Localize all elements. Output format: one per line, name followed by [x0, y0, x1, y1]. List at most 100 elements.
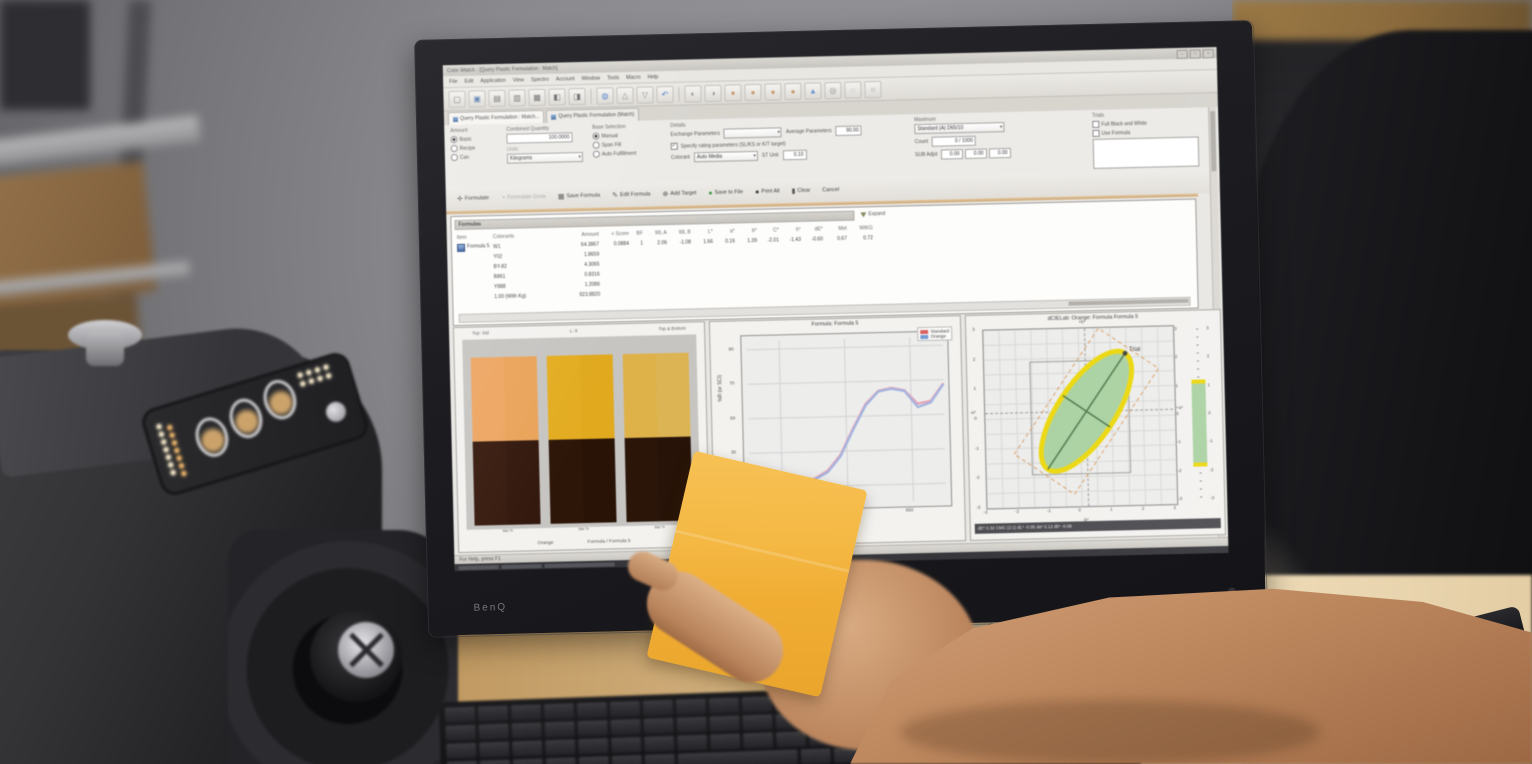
- keyboard-key[interactable]: [708, 697, 740, 714]
- amount-radio-basic[interactable]: Basic: [450, 135, 502, 144]
- new-doc-icon[interactable]: ▢: [448, 90, 466, 108]
- undo-icon[interactable]: ↶: [656, 85, 674, 103]
- user4-icon[interactable]: ●: [784, 82, 802, 100]
- keyboard-key[interactable]: [444, 706, 476, 724]
- keyboard-key[interactable]: [512, 740, 543, 757]
- keyboard-key[interactable]: [677, 749, 799, 764]
- close-button[interactable]: ×: [1202, 49, 1214, 59]
- keyboard-key[interactable]: [578, 738, 609, 755]
- keyboard-key[interactable]: [741, 696, 773, 713]
- menu-help[interactable]: Help: [647, 73, 659, 80]
- menu-tools[interactable]: Tools: [606, 74, 620, 81]
- keyboard-key[interactable]: [478, 723, 509, 740]
- keyboard-key[interactable]: [643, 736, 675, 753]
- keyboard-key[interactable]: [511, 722, 542, 739]
- action-cancel[interactable]: Cancel: [822, 186, 840, 194]
- keyboard-key[interactable]: [477, 705, 509, 722]
- keyboard-key[interactable]: [446, 742, 477, 759]
- user2-icon[interactable]: ●: [744, 83, 762, 101]
- menu-file[interactable]: File: [449, 78, 458, 85]
- keyboard-key[interactable]: [676, 734, 708, 751]
- action-clear[interactable]: ▮ Clear: [791, 187, 811, 196]
- action-save-to-file[interactable]: ● Save to File: [708, 189, 744, 197]
- minimize-button[interactable]: –: [1176, 49, 1188, 59]
- keyboard-key[interactable]: [510, 704, 542, 721]
- save-icon[interactable]: ▤: [488, 89, 506, 107]
- keyboard-key[interactable]: [576, 702, 608, 719]
- keyboard-key[interactable]: [544, 721, 575, 738]
- taskbar-item[interactable]: [544, 561, 615, 568]
- scrollbar-thumb[interactable]: [1068, 298, 1189, 306]
- chart-icon[interactable]: ▽: [636, 85, 654, 104]
- keyboard-key[interactable]: [445, 724, 476, 742]
- keyboard-key[interactable]: [643, 718, 674, 735]
- menu-application[interactable]: Application: [480, 77, 506, 84]
- results-filter[interactable]: Expand: [860, 211, 885, 218]
- ring-icon[interactable]: ◎: [824, 81, 842, 99]
- std-icon[interactable]: ▲: [804, 81, 822, 100]
- keyboard-key[interactable]: [543, 703, 575, 720]
- maximize-button[interactable]: □: [1189, 49, 1201, 59]
- dot-icon[interactable]: ◌: [844, 80, 862, 99]
- open-icon[interactable]: ▣: [468, 89, 486, 108]
- sub-adjust-field[interactable]: 0.00: [988, 147, 1011, 159]
- count-field[interactable]: 0 / 1000: [931, 135, 977, 147]
- action-formulate[interactable]: ✛ Formulate: [456, 195, 490, 203]
- taskbar-item[interactable]: [458, 564, 499, 570]
- sub-adjust-field[interactable]: 0.00: [964, 148, 987, 160]
- menu-macro[interactable]: Macro: [626, 74, 641, 81]
- keyboard-key[interactable]: [545, 739, 576, 756]
- keyboard-key[interactable]: [577, 720, 608, 737]
- keyboard-key[interactable]: [611, 737, 642, 754]
- standard-dropdown[interactable]: Standard (A) D65/10: [914, 122, 1005, 135]
- sub-adjust-field[interactable]: 0.00: [940, 149, 963, 160]
- trials-check-use-formula[interactable]: Use Formula: [1092, 127, 1204, 137]
- keyboard-key[interactable]: [578, 756, 610, 764]
- keyboard-key[interactable]: [775, 731, 807, 748]
- keyboard-key[interactable]: [512, 758, 544, 764]
- user1-icon[interactable]: ●: [724, 83, 742, 102]
- keyboard-key[interactable]: [709, 733, 741, 750]
- trials-check-full-black-and-white[interactable]: Full Black and White: [1092, 118, 1204, 128]
- keyboard-key[interactable]: [479, 759, 511, 764]
- paste-icon[interactable]: ◧: [548, 87, 566, 106]
- quantity-field[interactable]: 100.0000: [506, 132, 573, 144]
- keyboard-key[interactable]: [609, 701, 641, 718]
- keyboard-key[interactable]: [675, 698, 707, 715]
- doc2-icon[interactable]: ◨: [568, 87, 586, 105]
- action-print-all[interactable]: ● Print All: [754, 188, 780, 196]
- menu-window[interactable]: Window: [581, 75, 601, 82]
- amount-radio-can[interactable]: Can: [450, 153, 503, 162]
- keyboard-key[interactable]: [800, 748, 832, 764]
- keyboard-key[interactable]: [610, 719, 641, 736]
- amount-radio-recipe[interactable]: Recipe: [450, 144, 503, 153]
- average-field[interactable]: 90.00: [835, 125, 862, 137]
- action-formulate-grow[interactable]: ◔ Formulate Grow: [500, 193, 547, 202]
- keyboard-key[interactable]: [709, 715, 740, 732]
- st-unit-field[interactable]: 0.10: [782, 149, 807, 161]
- action-save-formula[interactable]: ▦ Save Formula: [557, 192, 601, 201]
- menu-edit[interactable]: Edit: [464, 78, 474, 85]
- keyboard-key[interactable]: [479, 741, 510, 758]
- menu-account[interactable]: Account: [555, 75, 575, 83]
- menu-spectro[interactable]: Spectro: [530, 76, 549, 83]
- trials-listbox[interactable]: [1092, 136, 1200, 169]
- keyboard-key[interactable]: [642, 700, 674, 717]
- colorant-dropdown[interactable]: Auto Media: [693, 150, 759, 163]
- keyboard-key[interactable]: [611, 755, 643, 764]
- copy-icon[interactable]: ▦: [528, 88, 546, 106]
- keyboard-key[interactable]: [676, 716, 707, 733]
- half2-icon[interactable]: ◑: [704, 84, 722, 102]
- keyboard-key[interactable]: [545, 757, 577, 764]
- globe-icon[interactable]: ◍: [596, 86, 614, 105]
- action-edit-formula[interactable]: ✎ Edit Formula: [612, 191, 651, 200]
- half1-icon[interactable]: ◐: [684, 84, 702, 103]
- base-radio-span-fill[interactable]: Span Fill: [592, 140, 663, 149]
- base-radio-auto-fulfillment[interactable]: Auto Fulfillment: [592, 149, 663, 158]
- scrollbar-thumb[interactable]: [1210, 111, 1217, 172]
- user3-icon[interactable]: ●: [764, 82, 782, 101]
- action-add-target[interactable]: ⊕ Add Target: [662, 190, 697, 199]
- exchange-dropdown[interactable]: [723, 127, 783, 139]
- taskbar-item[interactable]: [501, 563, 542, 569]
- print-icon[interactable]: ▥: [508, 88, 526, 107]
